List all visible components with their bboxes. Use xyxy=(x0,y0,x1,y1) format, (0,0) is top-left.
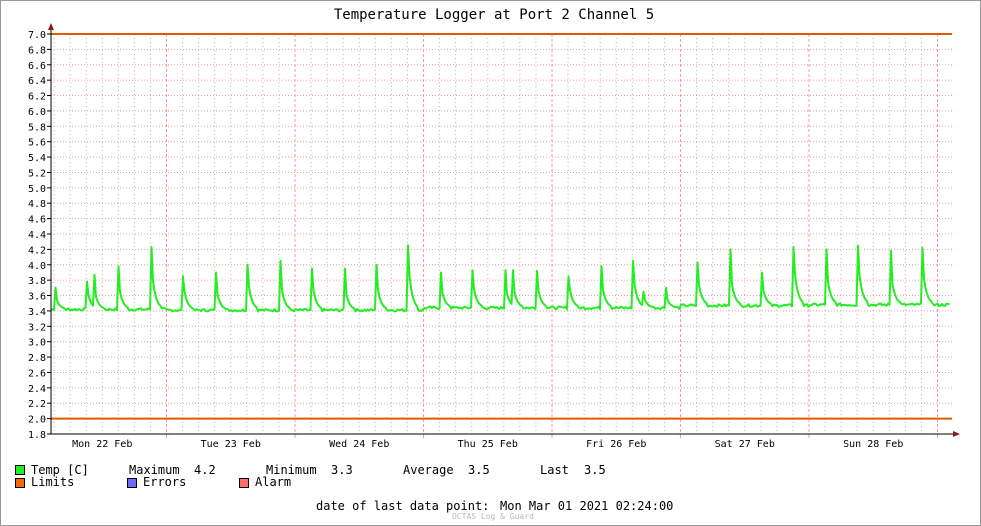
y-tick-label: 2.6 xyxy=(28,368,46,379)
x-tick-label: Fri 26 Feb xyxy=(586,439,646,450)
y-tick-label: 3.4 xyxy=(28,307,46,318)
credit-text: OCTAS Log & Guard xyxy=(452,512,534,521)
y-tick-label: 3.8 xyxy=(28,276,46,287)
y-tick-label: 5.0 xyxy=(28,184,46,195)
stat-average-value: 3.5 xyxy=(468,463,490,477)
y-tick-label: 7.0 xyxy=(28,30,46,41)
x-tick-labels: Mon 22 Feb Tue 23 Feb Wed 24 Feb Thu 25 Feb… xyxy=(72,439,903,450)
x-tick-label: Thu 25 Feb xyxy=(458,439,518,450)
y-tick-label: 4.2 xyxy=(28,245,46,256)
series-line-temp xyxy=(50,244,950,313)
x-tick-label: Wed 24 Feb xyxy=(329,439,389,450)
stat-minimum-label: Minimum xyxy=(266,463,317,477)
series-layer xyxy=(50,244,950,313)
y-tick-label: 5.8 xyxy=(28,122,46,133)
y-tick-label: 5.6 xyxy=(28,138,46,149)
legend-label-limits: Limits xyxy=(31,475,75,489)
y-tick-label: 6.4 xyxy=(28,76,46,87)
y-tick-label: 3.0 xyxy=(28,338,46,349)
last-data-point-label: date of last data point: xyxy=(316,499,490,513)
x-tick-label: Sat 27 Feb xyxy=(715,439,775,450)
y-tick-label: 5.2 xyxy=(28,168,46,179)
y-tick-label: 6.0 xyxy=(28,107,46,118)
y-tick-label: 5.4 xyxy=(28,153,46,164)
y-tick-label: 3.6 xyxy=(28,292,46,303)
x-tick-label: Tue 23 Feb xyxy=(201,439,261,450)
y-tick-label: 4.0 xyxy=(28,261,46,272)
y-tick-label: 2.0 xyxy=(28,415,46,426)
stat-maximum-value: 4.2 xyxy=(194,463,216,477)
grid-lines xyxy=(51,33,952,435)
y-tick-label: 1.8 xyxy=(28,430,46,441)
y-tick-label: 3.2 xyxy=(28,322,46,333)
y-tick-label: 4.4 xyxy=(28,230,46,241)
y-tick-label: 2.4 xyxy=(28,384,46,395)
stat-minimum-value: 3.3 xyxy=(331,463,353,477)
legend-label-alarm: Alarm xyxy=(255,475,292,489)
x-axis-arrow xyxy=(953,431,960,437)
y-tick-label: 2.2 xyxy=(28,399,46,410)
legend-swatch-errors xyxy=(127,478,137,488)
stat-last-label: Last xyxy=(540,463,569,477)
legend-label-temp: Temp [C] xyxy=(31,463,89,477)
axes xyxy=(47,23,960,438)
y-tick-label: 4.8 xyxy=(28,199,46,210)
stat-last-value: 3.5 xyxy=(584,463,606,477)
y-tick-labels: 7.0 6.8 6.6 6.4 6.2 6.0 5.8 5.6 5.4 5.2 5.0 4.8 4.6 4… xyxy=(28,30,46,441)
x-tick-label: Mon 22 Feb xyxy=(72,439,132,450)
y-axis-arrow xyxy=(48,23,54,30)
limit-lines xyxy=(51,33,952,420)
chart-title: Temperature Logger at Port 2 Channel 5 xyxy=(334,7,654,23)
y-tick-label: 6.8 xyxy=(28,45,46,56)
y-tick-label: 4.6 xyxy=(28,215,46,226)
legend-swatch-temp xyxy=(15,465,25,475)
y-tick-label: 6.2 xyxy=(28,92,46,103)
stat-maximum-label: Maximum xyxy=(129,463,180,477)
y-tick-label: 2.8 xyxy=(28,353,46,364)
y-tick-label: 6.6 xyxy=(28,61,46,72)
stat-average-label: Average xyxy=(403,463,454,477)
legend-label-errors: Errors xyxy=(143,475,187,489)
x-tick-label: Sun 28 Feb xyxy=(843,439,903,450)
last-data-point-value: Mon Mar 01 2021 02:24:00 xyxy=(500,499,674,513)
legend-swatch-limits xyxy=(15,478,25,488)
legend-swatch-alarm xyxy=(239,478,249,488)
